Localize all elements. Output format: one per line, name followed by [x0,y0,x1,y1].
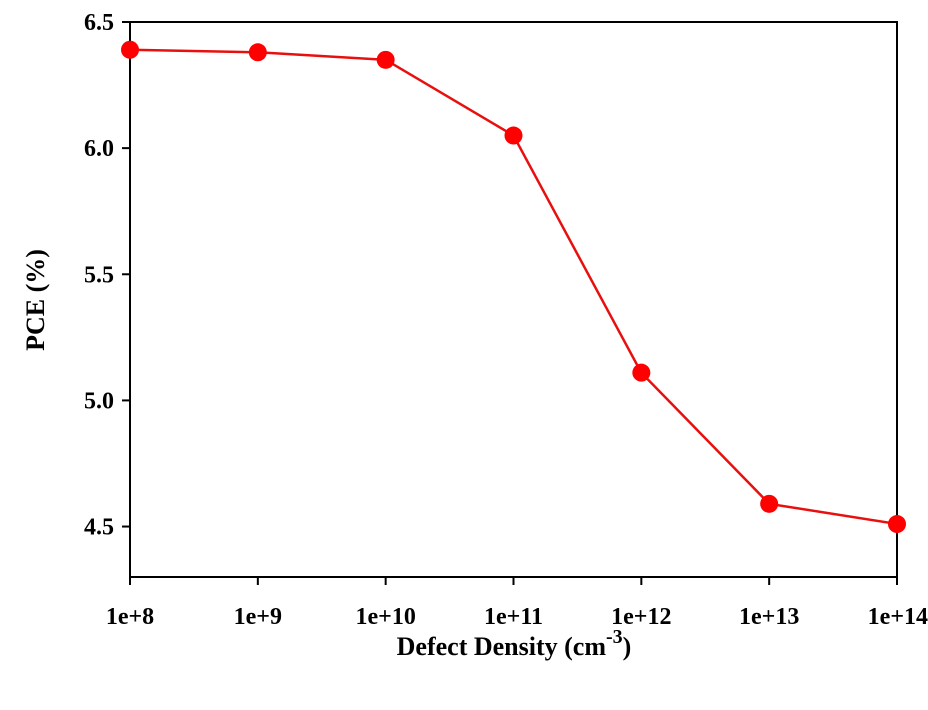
x-tick-label: 1e+11 [484,604,543,630]
data-point [376,50,395,69]
x-axis-title-superscript: -3 [606,626,623,648]
plot-frame [129,21,898,578]
data-point [121,40,139,59]
y-tick-label: 6.0 [84,136,114,162]
series-line [129,48,898,526]
x-axis-title-suffix: ) [623,632,632,661]
y-tick-label: 5.5 [84,262,114,288]
x-tick-label: 1e+13 [739,604,799,630]
data-point [632,363,651,382]
x-tick-label: 1e+10 [356,604,416,630]
series-group [121,40,906,534]
data-point [504,126,523,145]
y-tick-label: 4.5 [84,515,114,541]
x-tick-label: 1e+14 [868,604,928,630]
y-axis-title: PCE (%) [21,249,50,351]
y-ticks: 4.5 5.0 5.5 6.0 6.5 [84,10,130,541]
x-axis-title-main: Defect Density (cm [397,632,607,661]
x-tick-label: 1e+9 [234,604,282,630]
data-point [888,515,906,534]
data-point [760,494,779,513]
data-point [248,43,267,62]
y-tick-label: 5.0 [84,388,114,414]
x-tick-label: 1e+12 [611,604,671,630]
y-tick-label: 6.5 [84,10,114,36]
x-tick-label: 1e+8 [106,604,154,630]
x-ticks: 1e+8 1e+9 1e+10 1e+11 1e+12 1e+13 1e+14 [106,577,928,630]
x-axis-title: Defect Density (cm-3) [397,626,632,661]
